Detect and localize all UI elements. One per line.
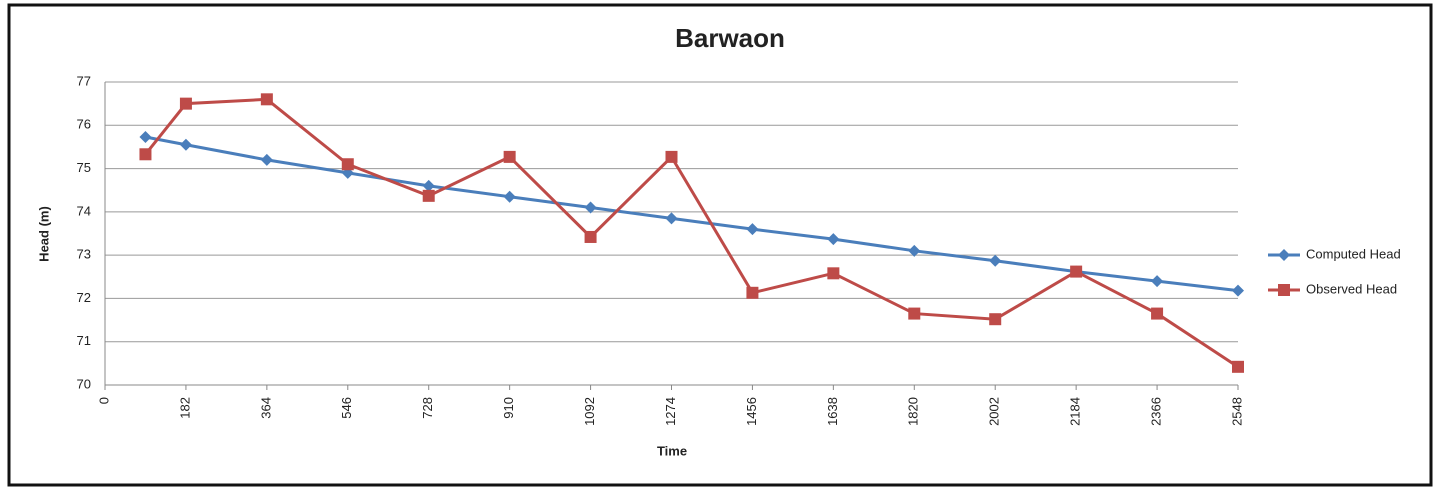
x-tick-label: 910 <box>501 397 516 419</box>
data-point <box>1151 275 1164 288</box>
data-point <box>584 230 597 243</box>
y-tick-label: 75 <box>77 160 91 175</box>
data-point <box>908 307 921 320</box>
x-tick-label: 1456 <box>744 397 759 426</box>
data-point <box>179 97 192 110</box>
y-axis-title: Head (m) <box>36 206 51 262</box>
x-tick-label: 2366 <box>1149 397 1164 426</box>
data-point <box>1151 307 1164 320</box>
x-tick-label: 182 <box>177 397 192 419</box>
data-point <box>584 201 597 214</box>
data-point <box>665 212 678 225</box>
legend-swatch-marker <box>1278 249 1290 261</box>
data-point <box>908 244 921 257</box>
y-tick-label: 72 <box>77 290 91 305</box>
x-axis-title: Time <box>657 443 687 458</box>
x-tick-label: 1274 <box>663 397 678 426</box>
x-tick-label: 2548 <box>1229 397 1244 426</box>
legend-label: Observed Head <box>1306 281 1397 296</box>
data-point <box>503 190 516 203</box>
y-tick-label: 73 <box>77 247 91 262</box>
chart-frame <box>7 3 1433 487</box>
data-point <box>422 189 435 202</box>
data-point <box>746 286 759 299</box>
y-tick-label: 77 <box>77 73 91 88</box>
data-point <box>260 93 273 106</box>
data-point <box>1232 284 1244 297</box>
chart-title: Barwaon <box>675 23 785 53</box>
y-tick-label: 74 <box>77 203 91 218</box>
data-point <box>1070 265 1083 278</box>
x-tick-label: 2184 <box>1068 397 1083 426</box>
data-point <box>179 138 192 151</box>
data-point <box>260 153 273 166</box>
x-tick-label: 364 <box>258 397 273 419</box>
data-point <box>746 223 759 236</box>
data-point <box>1232 360 1244 373</box>
data-point <box>827 267 840 280</box>
data-point <box>989 313 1002 326</box>
data-point <box>989 254 1002 267</box>
data-point <box>665 150 678 163</box>
legend-swatch-marker <box>1278 284 1290 296</box>
x-tick-label: 546 <box>339 397 354 419</box>
x-tick-label: 728 <box>420 397 435 419</box>
x-tick-label: 1638 <box>825 397 840 426</box>
x-tick-label: 0 <box>96 397 111 404</box>
y-tick-label: 76 <box>77 117 91 132</box>
legend-label: Computed Head <box>1306 246 1401 261</box>
data-point <box>827 233 840 246</box>
y-tick-label: 70 <box>77 376 91 391</box>
data-point <box>139 148 152 161</box>
x-tick-label: 1820 <box>906 397 921 426</box>
x-tick-label: 1092 <box>582 397 597 426</box>
data-point <box>422 179 435 192</box>
data-point <box>503 150 516 163</box>
y-tick-label: 71 <box>77 333 91 348</box>
data-point <box>341 158 354 171</box>
x-tick-label: 2002 <box>987 397 1002 426</box>
data-point <box>139 130 152 143</box>
